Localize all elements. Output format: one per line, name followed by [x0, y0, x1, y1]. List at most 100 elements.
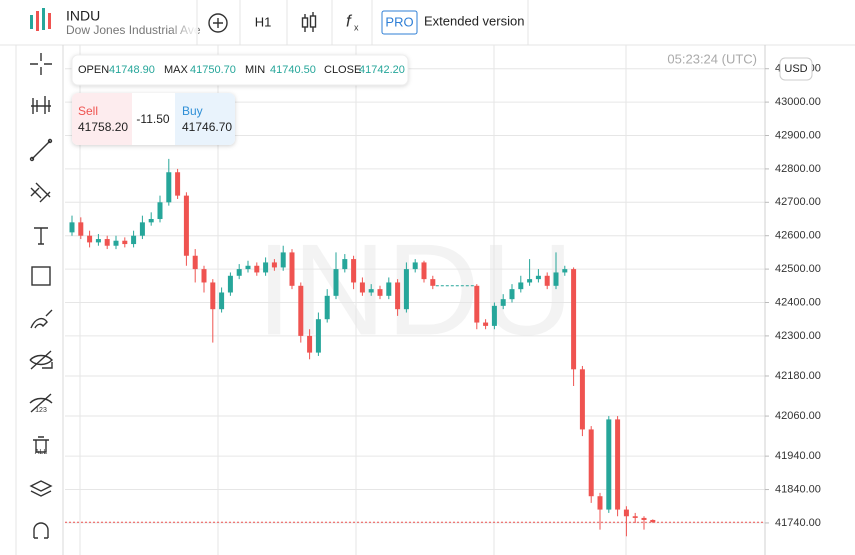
- candle-body: [351, 259, 357, 283]
- candle-body: [632, 516, 638, 518]
- sell-label[interactable]: Sell: [78, 104, 98, 118]
- add-button[interactable]: [208, 13, 228, 33]
- value: 41740.50: [270, 64, 316, 76]
- label: MAX: [164, 64, 189, 76]
- toolbar-label: ALL: [35, 449, 48, 456]
- sell-price[interactable]: 41758.20: [78, 120, 128, 134]
- candle-body: [491, 305, 497, 326]
- candle-body: [535, 275, 541, 280]
- candle-body: [597, 496, 603, 510]
- spread: -11.50: [136, 112, 169, 126]
- top-bar: [0, 0, 855, 45]
- buy-price[interactable]: 41746.70: [182, 120, 232, 134]
- value: 41750.70: [190, 64, 236, 76]
- candle-body: [421, 262, 427, 280]
- toolbar-label: 123: [35, 407, 47, 414]
- candle-body: [166, 172, 172, 203]
- candle-body: [104, 239, 110, 246]
- candle-body: [386, 282, 392, 296]
- y-tick-label: 42700.00: [775, 196, 821, 208]
- candle-body: [500, 299, 506, 306]
- pro-label[interactable]: PRO: [385, 14, 413, 29]
- y-tick-label: 42400.00: [775, 296, 821, 308]
- candle-body: [271, 262, 277, 268]
- candles: [65, 158, 765, 537]
- price-axis: 43100.0043000.0042900.0042800.0042700.00…: [765, 63, 821, 529]
- candle-body: [324, 295, 330, 320]
- candle-body: [641, 517, 647, 520]
- y-tick-label: 43000.00: [775, 96, 821, 108]
- candle-body: [183, 195, 189, 256]
- candle-body: [474, 285, 480, 323]
- candle-body: [315, 319, 321, 353]
- candle-body: [139, 222, 145, 236]
- extended-label[interactable]: Extended version: [424, 13, 524, 28]
- y-tick-label: 42600.00: [775, 230, 821, 242]
- candle-body: [175, 172, 181, 196]
- candle-body: [483, 322, 489, 326]
- candle-body: [254, 265, 260, 273]
- candle-body: [518, 282, 524, 290]
- currency[interactable]: USD: [784, 63, 807, 75]
- label: OPEN: [78, 64, 109, 76]
- value: 41742.20: [359, 64, 405, 76]
- candle-body: [95, 239, 101, 243]
- candle-body: [333, 269, 339, 296]
- currency-box[interactable]: [779, 57, 813, 81]
- candle-body: [201, 269, 207, 283]
- candle-body: [615, 419, 621, 510]
- candle-body: [113, 240, 119, 246]
- ohlc-box: [71, 54, 409, 86]
- candle-body: [403, 269, 409, 310]
- candle-body: [606, 419, 612, 510]
- y-tick-label: 41740.00: [775, 517, 821, 529]
- candle-body: [579, 369, 585, 430]
- candle-body: [289, 252, 295, 286]
- y-tick-label: 42500.00: [775, 263, 821, 275]
- y-tick-label: 41840.00: [775, 483, 821, 495]
- candle-body: [227, 275, 233, 293]
- label: CLOSE: [324, 64, 361, 76]
- candle-body: [412, 262, 418, 270]
- pro-box[interactable]: [381, 10, 418, 35]
- candle-body: [377, 289, 383, 296]
- y-tick-label: 42300.00: [775, 330, 821, 342]
- candle-body: [87, 235, 93, 243]
- y-tick-label: 41940.00: [775, 450, 821, 462]
- value: 41748.90: [109, 64, 155, 76]
- candle-body: [395, 282, 401, 310]
- y-tick-label: 42180.00: [775, 370, 821, 382]
- candle-body: [236, 269, 242, 276]
- candle-body: [359, 282, 365, 293]
- candle-body: [544, 275, 550, 286]
- candle-body: [78, 222, 84, 236]
- candle-body: [553, 272, 559, 286]
- fade: [170, 22, 198, 38]
- candle-body: [148, 219, 154, 223]
- candle-body: [210, 282, 216, 310]
- ohlc-info: OPEN 41748.90 MAX 41750.70 MIN 41740.50 …: [78, 64, 405, 76]
- toolbar-icons[interactable]: [29, 53, 53, 539]
- y-tick-label: 42900.00: [775, 129, 821, 141]
- separators: [196, 0, 529, 45]
- svg-text:f: f: [346, 11, 353, 30]
- label: MIN: [245, 64, 265, 76]
- candle-body: [509, 289, 515, 300]
- timeframe-button[interactable]: H1: [255, 14, 272, 29]
- candle-body: [562, 269, 568, 273]
- candle-body: [131, 235, 137, 245]
- candle-body: [245, 265, 251, 270]
- candle-body: [298, 285, 304, 336]
- candle-body: [623, 509, 629, 517]
- candle-body: [263, 262, 269, 273]
- candle-body: [219, 292, 225, 310]
- candle-body: [342, 259, 348, 270]
- chart-type-button[interactable]: [301, 12, 317, 32]
- candle-body: [157, 202, 163, 220]
- candle-body: [122, 240, 128, 245]
- svg-text:x: x: [354, 22, 359, 32]
- buy-label[interactable]: Buy: [182, 104, 203, 118]
